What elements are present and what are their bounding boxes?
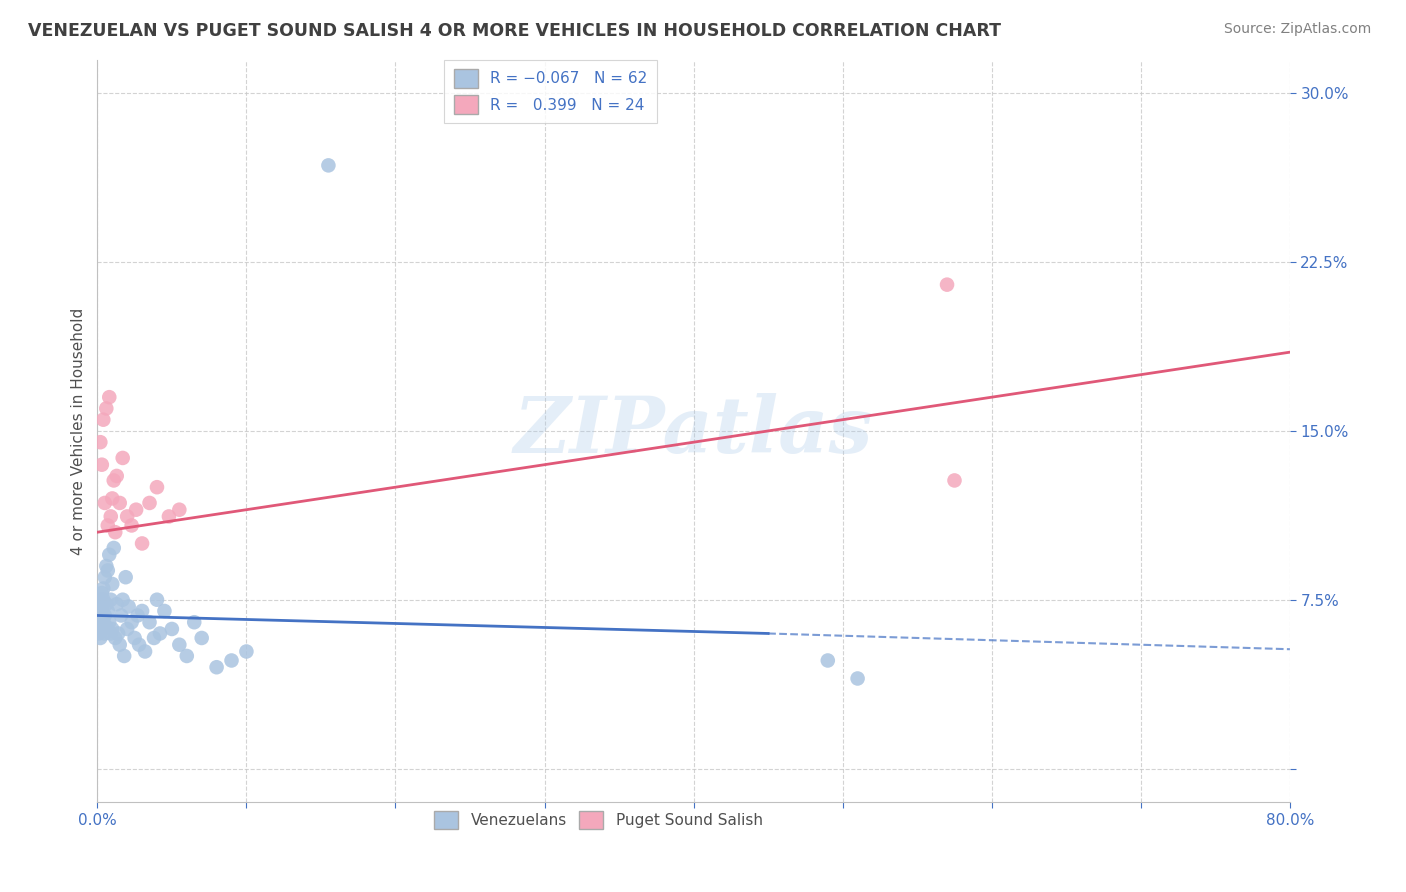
Point [936, 277, 959, 292]
Point [96, 401, 118, 416]
Point [115, 622, 138, 636]
Point [91, 412, 114, 426]
Point [138, 496, 160, 510]
Point [89, 631, 111, 645]
Point [128, 638, 150, 652]
Point [89, 622, 111, 636]
Point [131, 604, 153, 618]
Point [134, 644, 156, 658]
Point [91, 613, 114, 627]
Point [105, 469, 128, 483]
Point [124, 631, 146, 645]
Point [146, 480, 169, 494]
Point [87, 599, 110, 614]
Point [817, 653, 839, 667]
Point [97, 604, 120, 618]
Point [87, 626, 110, 640]
Point [131, 536, 153, 550]
Point [87, 615, 110, 630]
Text: ZIPatlas: ZIPatlas [515, 392, 873, 469]
Point [87, 604, 110, 618]
Point [118, 599, 141, 614]
Point [108, 638, 131, 652]
Point [221, 653, 243, 667]
Point [125, 502, 148, 516]
Point [943, 474, 966, 488]
Point [90, 617, 112, 632]
Y-axis label: 4 or more Vehicles in Household: 4 or more Vehicles in Household [72, 308, 86, 555]
Point [94, 608, 117, 623]
Point [104, 525, 127, 540]
Point [846, 672, 869, 686]
Point [235, 644, 257, 658]
Point [101, 577, 124, 591]
Point [160, 622, 183, 636]
Point [98, 615, 121, 630]
Point [127, 608, 149, 623]
Point [101, 491, 124, 506]
Point [183, 615, 205, 630]
Point [89, 592, 111, 607]
Point [114, 570, 136, 584]
Point [94, 626, 117, 640]
Point [96, 620, 118, 634]
Point [157, 509, 180, 524]
Point [146, 592, 169, 607]
Point [138, 615, 160, 630]
Point [90, 458, 112, 472]
Point [94, 496, 117, 510]
Point [89, 599, 111, 614]
Point [98, 548, 121, 562]
Point [318, 158, 340, 172]
Legend: Venezuelans, Puget Sound Salish: Venezuelans, Puget Sound Salish [427, 805, 769, 836]
Point [101, 622, 124, 636]
Point [91, 582, 114, 596]
Point [97, 518, 120, 533]
Point [94, 570, 117, 584]
Point [121, 615, 143, 630]
Text: VENEZUELAN VS PUGET SOUND SALISH 4 OR MORE VEHICLES IN HOUSEHOLD CORRELATION CHA: VENEZUELAN VS PUGET SOUND SALISH 4 OR MO… [28, 22, 1001, 40]
Point [110, 608, 132, 623]
Point [96, 597, 118, 611]
Point [103, 474, 125, 488]
Point [103, 541, 125, 555]
Point [149, 626, 172, 640]
Point [89, 608, 111, 623]
Point [176, 648, 198, 663]
Point [205, 660, 228, 674]
Point [91, 592, 114, 607]
Point [153, 604, 176, 618]
Point [90, 601, 112, 615]
Point [97, 564, 120, 578]
Point [89, 435, 111, 450]
Point [115, 509, 138, 524]
Point [96, 558, 118, 573]
Point [111, 450, 134, 465]
Point [100, 509, 122, 524]
Point [108, 496, 131, 510]
Point [169, 638, 191, 652]
Point [112, 648, 135, 663]
Point [100, 626, 122, 640]
Point [105, 597, 128, 611]
Point [98, 390, 121, 404]
Text: Source: ZipAtlas.com: Source: ZipAtlas.com [1223, 22, 1371, 37]
Point [169, 502, 191, 516]
Point [111, 592, 134, 607]
Point [104, 631, 127, 645]
Point [90, 586, 112, 600]
Point [190, 631, 212, 645]
Point [143, 631, 166, 645]
Point [100, 592, 122, 607]
Point [107, 626, 129, 640]
Point [121, 518, 143, 533]
